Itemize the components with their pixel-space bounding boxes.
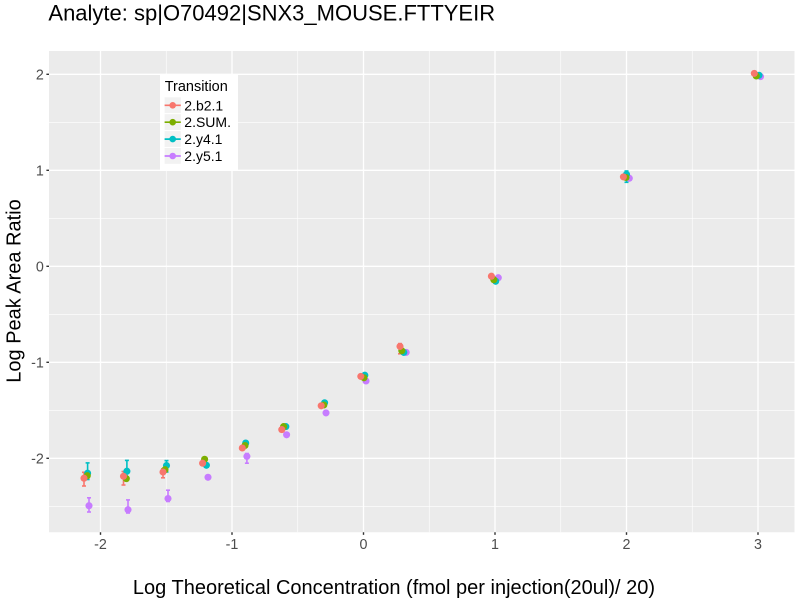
svg-text:-1: -1 <box>31 355 44 371</box>
svg-text:3: 3 <box>754 537 762 553</box>
svg-text:Analyte: sp|O70492|SNX3_MOUSE.: Analyte: sp|O70492|SNX3_MOUSE.FTTYEIR <box>48 1 495 26</box>
svg-text:1: 1 <box>491 537 499 553</box>
svg-text:Log Theoretical Concentration: Log Theoretical Concentration (fmol per … <box>133 577 655 599</box>
svg-text:2.SUM.: 2.SUM. <box>184 114 231 130</box>
svg-text:0: 0 <box>360 537 368 553</box>
svg-text:Transition: Transition <box>165 79 228 95</box>
svg-text:2.y4.1: 2.y4.1 <box>184 131 222 147</box>
svg-text:Log Peak Area Ratio: Log Peak Area Ratio <box>4 199 26 382</box>
svg-text:-2: -2 <box>94 537 107 553</box>
svg-text:2: 2 <box>36 67 44 83</box>
svg-text:-2: -2 <box>31 451 44 467</box>
svg-text:2: 2 <box>623 537 631 553</box>
svg-text:1: 1 <box>36 163 44 179</box>
svg-text:2.y5.1: 2.y5.1 <box>184 148 222 164</box>
svg-text:2.b2.1: 2.b2.1 <box>184 97 223 113</box>
svg-text:0: 0 <box>36 259 44 275</box>
svg-text:-1: -1 <box>226 537 239 553</box>
